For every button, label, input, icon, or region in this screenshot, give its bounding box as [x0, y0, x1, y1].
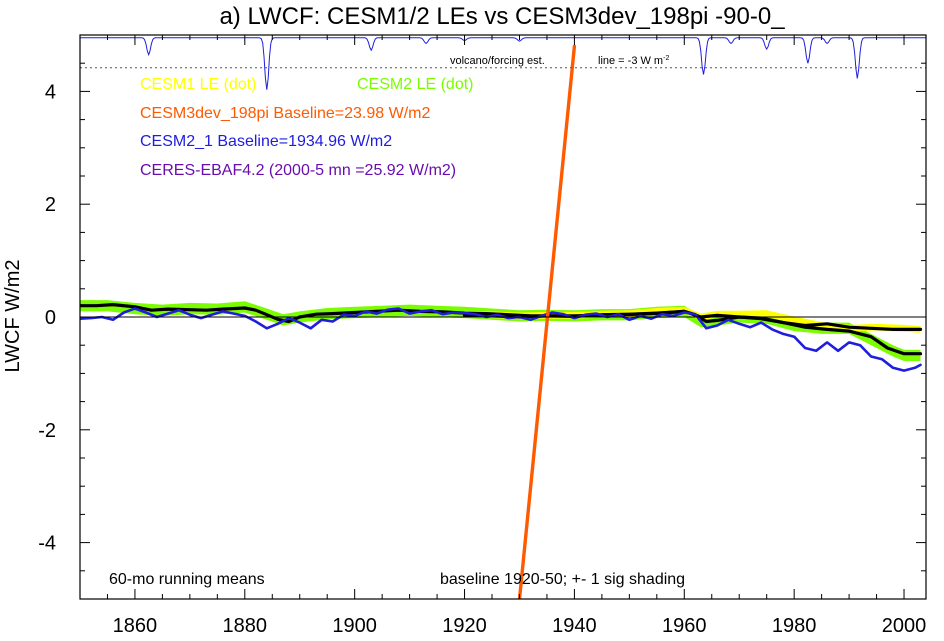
- x-axis: 1860 1880 1900 1920 1940 1960 1980 2000: [79, 35, 927, 637]
- volcano-annotation: volcano/forcing est.: [450, 55, 545, 67]
- y-tick-label: 2: [45, 194, 56, 216]
- y-tick-label: -4: [38, 533, 56, 555]
- y-axis-label: LWCF W/m2: [2, 260, 24, 373]
- y-tick-label: 0: [45, 307, 56, 329]
- legend-item-ceres-ebaf: CERES-EBAF4.2 (2000-5 mn =25.92 W/m2): [140, 162, 456, 179]
- x-tick-label: 1920: [442, 615, 487, 637]
- x-tick-label: 1960: [662, 615, 707, 637]
- legend-item-cesm1-le: CESM1 LE (dot): [140, 76, 256, 93]
- line-note-text: line = -3 W m: [598, 55, 663, 67]
- x-tick-label: 1980: [772, 615, 817, 637]
- series-line-3: [462, 309, 923, 331]
- legend-item-cesm2-1: CESM2_1 Baseline=1934.96 W/m2: [140, 133, 392, 150]
- baseline-annotation: baseline 1920-50; +- 1 sig shading: [440, 571, 685, 588]
- x-tick-label: 2000: [882, 615, 927, 637]
- x-tick-label: 1940: [552, 615, 597, 637]
- series-band-1: [464, 306, 921, 333]
- x-tick-label: 1900: [332, 615, 377, 637]
- y-axis: -4 -2 0 2 4: [38, 34, 926, 600]
- x-tick-label: 1860: [113, 615, 158, 637]
- line-note-superscript: -2: [663, 55, 669, 62]
- x-tick-label: 1880: [223, 615, 268, 637]
- y-tick-label: -2: [38, 420, 56, 442]
- series-line-4: [80, 307, 922, 372]
- line-note-annotation: line = -3 W m-2: [598, 55, 669, 67]
- y-tick-label: 4: [45, 81, 56, 103]
- legend-item-cesm2-le: CESM2 LE (dot): [357, 76, 473, 93]
- plot-area: [80, 37, 926, 599]
- legend-item-cesm3dev: CESM3dev_198pi Baseline=23.98 W/m2: [140, 105, 430, 122]
- chart-title: a) LWCF: CESM1/2 LEs vs CESM3dev_198pi -…: [219, 3, 785, 30]
- volcano-forcing-line: [80, 37, 926, 90]
- series-line-5: [517, 44, 577, 599]
- running-mean-annotation: 60-mo running means: [109, 571, 265, 588]
- legend: CESM1 LE (dot) CESM2 LE (dot) CESM3dev_1…: [140, 76, 473, 179]
